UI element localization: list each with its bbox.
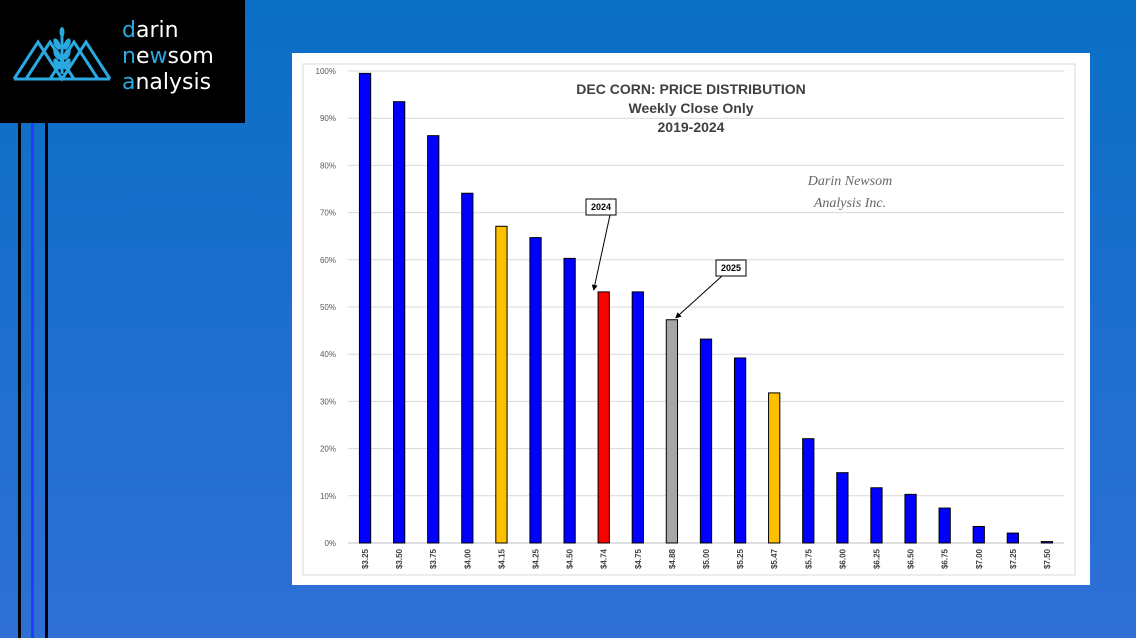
- price-distribution-chart: 0% 10% 20% 30% 40% 50% 60% 70% 80% 90% 100% $3.25 $…: [302, 63, 1076, 576]
- x-tick-label: $6.75: [941, 548, 950, 569]
- x-tick-label: $4.75: [634, 548, 643, 569]
- y-tick-label: 30%: [320, 397, 336, 406]
- bar: [768, 392, 781, 544]
- x-tick-label: $6.25: [872, 548, 881, 569]
- x-tick-label: $7.00: [975, 548, 984, 569]
- x-tick-label: $7.50: [1043, 548, 1052, 569]
- x-tick-label: $3.25: [361, 548, 370, 569]
- bar: [870, 487, 883, 544]
- watermark-line-2: Analysis Inc.: [813, 196, 887, 211]
- annotation-arrow: [591, 214, 611, 291]
- bar: [836, 472, 849, 544]
- bar: [427, 135, 440, 544]
- x-tick-label: $7.25: [1009, 548, 1018, 569]
- y-tick-label: 0%: [324, 539, 336, 548]
- annotation-label: 2025: [721, 263, 741, 273]
- bar: [393, 101, 406, 544]
- bar: [972, 525, 985, 544]
- y-tick-label: 40%: [320, 350, 336, 359]
- y-tick-label: 80%: [320, 161, 336, 170]
- y-tick-label: 50%: [320, 303, 336, 312]
- bar: [495, 225, 508, 544]
- bar: [665, 319, 679, 544]
- decor-line-black-2: [45, 123, 48, 638]
- x-tick-label: $5.47: [770, 548, 779, 569]
- chart-subtitle: Weekly Close Only: [628, 100, 754, 116]
- bar: [461, 192, 474, 544]
- bar: [733, 357, 747, 544]
- x-tick-label: $4.88: [668, 548, 677, 569]
- chart-title: DEC CORN: PRICE DISTRIBUTION: [576, 81, 806, 97]
- bar: [699, 338, 713, 544]
- x-tick-label: $5.25: [736, 548, 745, 569]
- wheat-mountains-icon: [12, 27, 112, 82]
- x-tick-label: $6.00: [838, 548, 847, 569]
- annotation-arrow: [675, 275, 723, 319]
- x-tick-label: $3.50: [395, 548, 404, 569]
- logo-wordmark: darin newsom analysis: [122, 18, 214, 95]
- bar: [938, 507, 951, 544]
- bar: [563, 257, 576, 544]
- bar: [904, 493, 917, 544]
- y-tick-label: 100%: [316, 67, 336, 76]
- bar: [358, 72, 372, 544]
- annotation-box: [715, 259, 747, 277]
- y-tick-label: 70%: [320, 209, 336, 218]
- decor-line-black-1: [18, 123, 21, 638]
- bar: [529, 237, 542, 544]
- x-tick-label: $4.25: [532, 548, 541, 569]
- y-tick-label: 90%: [320, 114, 336, 123]
- watermark-line-1: Darin Newsom: [807, 174, 893, 189]
- bar: [1006, 532, 1019, 544]
- bar: [597, 291, 610, 544]
- bar: [802, 438, 815, 544]
- y-tick-label: 20%: [320, 445, 336, 454]
- bar: [1040, 541, 1054, 544]
- y-tick-label: 60%: [320, 256, 336, 265]
- x-tick-label: $6.50: [907, 548, 916, 569]
- y-tick-label: 10%: [320, 492, 336, 501]
- x-tick-label: $5.00: [702, 548, 711, 569]
- chart-panel: 0% 10% 20% 30% 40% 50% 60% 70% 80% 90% 100% $3.25 $…: [292, 53, 1090, 585]
- x-tick-label: $4.74: [600, 548, 609, 569]
- decor-line-blue: [31, 123, 34, 638]
- x-tick-label: $4.15: [497, 548, 506, 569]
- x-tick-label: $5.75: [804, 548, 813, 569]
- logo: darin newsom analysis: [0, 0, 245, 123]
- annotation-label: 2024: [591, 202, 611, 212]
- x-tick-label: $4.50: [566, 548, 575, 569]
- bar: [631, 291, 644, 544]
- x-tick-label: $3.75: [429, 548, 438, 569]
- chart-date-range: 2019-2024: [657, 119, 725, 135]
- annotation-box: [585, 198, 617, 216]
- x-tick-label: $4.00: [463, 548, 472, 569]
